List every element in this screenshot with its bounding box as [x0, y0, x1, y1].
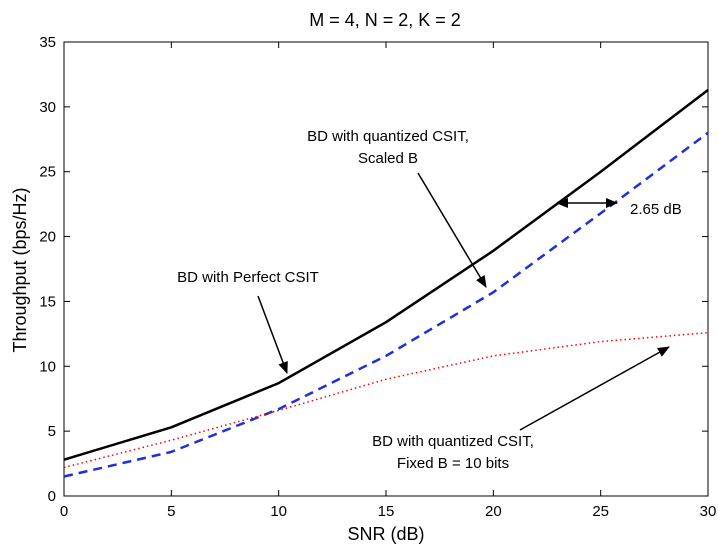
series-layer — [63, 89, 709, 478]
annotation-perfect-csit-label: BD with Perfect CSIT — [177, 269, 319, 286]
y-axis-label: Throughput (bps/Hz) — [10, 187, 30, 352]
annotation-fixed-b: BD with quantized CSIT, Fixed B = 10 bit… — [372, 346, 670, 472]
series-line-fixed-b — [63, 331, 709, 469]
annotation-fixed-b-line1: BD with quantized CSIT, — [372, 433, 534, 450]
annotation-scaled-b-line1: BD with quantized CSIT, — [307, 128, 469, 145]
annotation-gap: 2.65 dB — [556, 198, 682, 218]
x-tick-label: 25 — [592, 503, 609, 520]
y-axis-ticks: 0 5 10 15 20 25 30 35 — [39, 34, 708, 505]
x-tick-label: 10 — [270, 503, 287, 520]
annotation-scaled-b-arrow — [417, 172, 487, 288]
y-tick-label: 5 — [48, 423, 56, 440]
series-line-perfect-csit — [63, 89, 709, 461]
x-tick-label: 15 — [378, 503, 395, 520]
x-tick-label: 20 — [485, 503, 502, 520]
annotation-fixed-b-line2: Fixed B = 10 bits — [397, 455, 509, 472]
y-tick-label: 35 — [39, 34, 56, 51]
x-axis-label: SNR (dB) — [347, 524, 424, 544]
annotation-scaled-b-line2: Scaled B — [358, 150, 418, 167]
x-tick-label: 0 — [60, 503, 68, 520]
annotation-perfect-csit-arrow — [257, 295, 288, 374]
y-tick-label: 30 — [39, 99, 56, 116]
x-tick-label: 5 — [167, 503, 175, 520]
x-tick-label: 30 — [700, 503, 717, 520]
annotation-scaled-b: BD with quantized CSIT, Scaled B — [307, 128, 487, 288]
series-line-scaled-b — [63, 131, 709, 478]
y-tick-label: 15 — [39, 293, 56, 310]
annotation-gap-label: 2.65 dB — [630, 201, 682, 218]
y-tick-label: 0 — [48, 488, 56, 505]
chart-title: M = 4, N = 2, K = 2 — [309, 10, 461, 30]
x-axis-ticks: 0 5 10 15 20 25 30 — [60, 42, 717, 520]
plot-area-frame — [63, 41, 709, 497]
annotation-perfect-csit: BD with Perfect CSIT — [177, 269, 319, 374]
annotation-fixed-b-arrow — [519, 346, 670, 431]
y-tick-label: 20 — [39, 229, 56, 246]
y-tick-label: 25 — [39, 164, 56, 181]
y-tick-label: 10 — [39, 358, 56, 375]
